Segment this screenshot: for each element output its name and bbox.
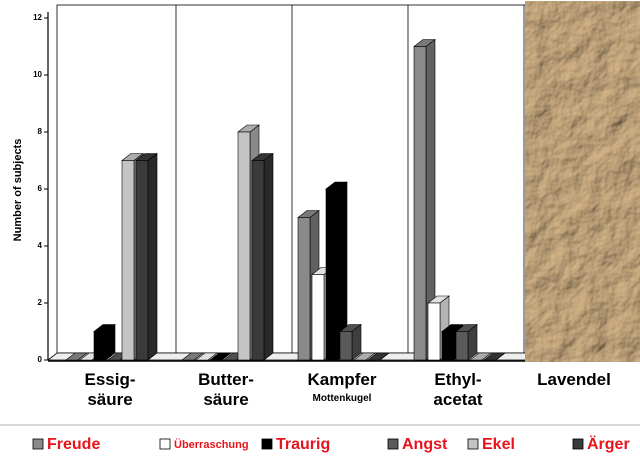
bar: [427, 302, 441, 361]
bar-top: [353, 352, 376, 361]
y-tick-label: 6: [38, 184, 43, 193]
legend-label: Ärger: [587, 435, 630, 453]
bar-group: [469, 352, 492, 361]
y-tick-label: 10: [33, 70, 42, 79]
y-tick-label: 4: [38, 241, 43, 250]
legend-swatch: [261, 438, 273, 450]
x-tick-sublabel: Mottenkugel: [312, 393, 372, 404]
bar-group: [339, 323, 362, 361]
bar: [413, 46, 427, 361]
bar-group: [367, 352, 390, 361]
legend-label: Traurig: [276, 436, 330, 453]
bar-group: [483, 352, 506, 361]
bar-group: [251, 152, 274, 361]
bar: [339, 331, 353, 361]
bar-top: [367, 352, 390, 361]
x-tick-label: Essig- säure: [84, 370, 136, 409]
legend-swatch: [159, 438, 171, 450]
y-tick-label: 2: [38, 298, 43, 307]
bar-top: [483, 352, 506, 361]
x-tick-label: Ethyl- acetat: [433, 370, 483, 409]
bar: [441, 331, 455, 361]
legend-label: Überraschung: [174, 438, 249, 451]
bar: [325, 188, 339, 361]
bar-side: [263, 152, 274, 361]
bar: [93, 331, 107, 361]
bar-top: [469, 352, 492, 361]
legend-swatch: [467, 438, 479, 450]
legend-label: Ekel: [482, 436, 515, 453]
bar: [251, 160, 265, 361]
legend-label: Angst: [402, 436, 448, 453]
bar: [297, 217, 311, 361]
y-tick-label: 8: [38, 127, 43, 136]
bar-top: [65, 352, 88, 361]
y-axis-label: Number of subjects: [12, 139, 24, 242]
bar: [455, 331, 469, 361]
bar-group: [455, 323, 478, 361]
bar-top: [181, 352, 204, 361]
bar-group: [413, 38, 436, 361]
bar: [237, 131, 251, 361]
legend-swatch: [32, 438, 44, 450]
y-tick-label: 12: [33, 13, 42, 22]
x-tick-label: Kampfer: [307, 370, 377, 389]
bar-group: [195, 352, 218, 361]
bar-group: [93, 323, 116, 361]
y-tick-label: 0: [38, 355, 43, 364]
bar-group: [65, 352, 88, 361]
bar-group: [209, 352, 232, 361]
legend-swatch: [387, 438, 399, 450]
bar: [311, 274, 325, 361]
legend-label: Freude: [47, 436, 100, 453]
bar-side: [147, 152, 158, 361]
x-tick-label: Lavendel: [537, 370, 611, 389]
legend-swatch: [572, 438, 584, 450]
paper-image: [525, 1, 640, 362]
bar-top: [195, 352, 218, 361]
bar: [121, 160, 135, 361]
bar-group: [325, 181, 348, 361]
bar-group: [181, 352, 204, 361]
bar: [135, 160, 149, 361]
bar-group: [135, 152, 158, 361]
bar-top: [209, 352, 232, 361]
x-tick-label: Butter- säure: [198, 370, 254, 409]
bar-group: [353, 352, 376, 361]
